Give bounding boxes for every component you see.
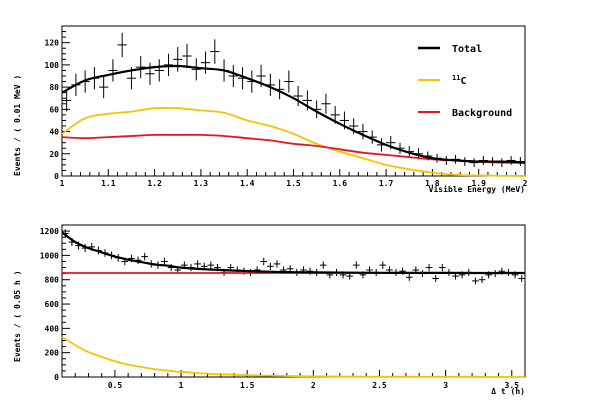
energy-data-point — [284, 70, 294, 93]
time-data-point — [379, 261, 387, 269]
legend-background-label: Background — [452, 108, 512, 119]
time-x-tick-label: 1.5 — [240, 381, 255, 390]
time-data-point — [273, 260, 281, 268]
energy-spectrum-panel: 1 1.1 1.2 1.3 1.4 1.5 1.6 1.7 1.8 1.9 202040608010… — [13, 25, 528, 194]
energy-data-point — [200, 51, 211, 74]
time-data-point — [478, 276, 486, 284]
energy-x-tick-label: 1.5 — [286, 179, 301, 188]
time-data-point — [518, 275, 525, 282]
energy-y-axis-label: Events / ( 0.01 MeV ) — [13, 75, 22, 176]
energy-data-point — [469, 158, 479, 168]
time-y-tick-label: 0 — [54, 373, 59, 382]
energy-c11-curve — [61, 107, 526, 177]
time-x-tick-label: 3 — [443, 381, 448, 390]
energy-data-point — [173, 47, 183, 72]
energy-y-tick-label: 60 — [49, 105, 59, 114]
energy-data-point — [228, 64, 238, 88]
energy-x-tick-label: 1.1 — [101, 179, 116, 188]
energy-data-point — [191, 58, 201, 81]
energy-data-point — [321, 93, 331, 114]
time-data-point — [161, 257, 168, 266]
energy-x-tick-label: 1.7 — [379, 179, 394, 188]
energy-data-point — [154, 59, 164, 82]
energy-x-tick-label: 1.6 — [333, 179, 348, 188]
time-y-tick-label: 600 — [45, 300, 60, 309]
energy-data-point — [62, 89, 72, 112]
time-data-point — [207, 261, 215, 269]
energy-data-point — [358, 123, 368, 140]
energy-fit-curves — [61, 64, 526, 177]
time-y-tick-label: 800 — [45, 276, 60, 285]
time-y-tick-label: 1000 — [40, 251, 59, 260]
time-x-tick-label: 0.5 — [108, 381, 123, 390]
time-axis-ticks: 0.5 1 1.5 2 2.5 3 3.5 0 200 400 600 800 1000 1200 — [40, 224, 526, 390]
time-data-point — [439, 263, 446, 272]
energy-y-tick-label: 100 — [45, 61, 60, 70]
energy-data-point — [136, 56, 146, 79]
energy-x-tick-label: 1.3 — [194, 179, 209, 188]
energy-x-tick-label: 1.9 — [471, 179, 486, 188]
time-data-point — [425, 263, 433, 272]
legend-c11-superscript: 11 — [452, 74, 460, 82]
energy-x-tick-label: 1.8 — [425, 179, 440, 188]
energy-y-tick-label: 0 — [54, 172, 59, 181]
time-data-point — [432, 275, 440, 282]
time-distribution-panel: 0.5 1 1.5 2 2.5 3 3.5 0 200 400 600 800 1000 1200 Δ t… — [13, 224, 526, 396]
time-y-axis-label: Events / ( 0.05 h ) — [13, 270, 22, 362]
time-c11-curve — [61, 336, 526, 378]
energy-data-point — [145, 62, 155, 85]
time-y-tick-label: 1200 — [40, 227, 59, 236]
legend-c11-base: C — [460, 76, 466, 87]
legend-total-label: Total — [452, 44, 482, 55]
time-x-tick-label: 2 — [311, 381, 316, 390]
time-data-point — [405, 273, 413, 281]
energy-data-point — [99, 76, 109, 99]
energy-x-tick-label: 1 — [60, 179, 65, 188]
time-data-point — [194, 260, 201, 268]
energy-data-point — [478, 156, 488, 165]
time-fit-curves — [61, 231, 526, 378]
time-total-curve — [61, 231, 526, 275]
energy-data-point — [293, 86, 303, 106]
energy-data-point — [108, 59, 118, 82]
energy-data-point — [182, 43, 192, 69]
time-x-tick-label: 3.5 — [505, 381, 520, 390]
time-x-axis-label: Δ t (h) — [491, 387, 525, 396]
time-y-tick-label: 400 — [45, 324, 60, 333]
time-x-tick-label: 1 — [179, 381, 184, 390]
energy-total-curve — [61, 64, 526, 164]
legend: Total 11C Background — [418, 44, 512, 119]
legend-c11-label: 11C — [452, 74, 466, 87]
time-x-tick-label: 2.5 — [372, 381, 387, 390]
energy-x-tick-label: 1.2 — [147, 179, 162, 188]
energy-data-point — [163, 53, 174, 76]
energy-y-tick-label: 120 — [45, 39, 60, 48]
time-data-point — [319, 261, 327, 269]
time-data-point — [267, 262, 274, 270]
time-plot-frame — [61, 224, 526, 378]
energy-y-tick-label: 80 — [49, 83, 59, 92]
time-data-point — [472, 277, 479, 285]
energy-data-point — [117, 32, 127, 58]
time-data-points — [62, 229, 525, 285]
time-y-tick-label: 200 — [45, 349, 60, 358]
time-data-point — [260, 257, 268, 266]
energy-x-tick-label: 1.4 — [240, 179, 255, 188]
energy-x-tick-label: 2 — [523, 179, 528, 188]
time-data-point — [141, 252, 148, 261]
energy-y-tick-label: 20 — [49, 150, 59, 159]
time-data-point — [353, 261, 360, 269]
energy-y-tick-label: 40 — [49, 128, 59, 137]
energy-data-point — [210, 39, 220, 64]
energy-x-axis-label: Visible Energy (MeV) — [429, 184, 525, 194]
